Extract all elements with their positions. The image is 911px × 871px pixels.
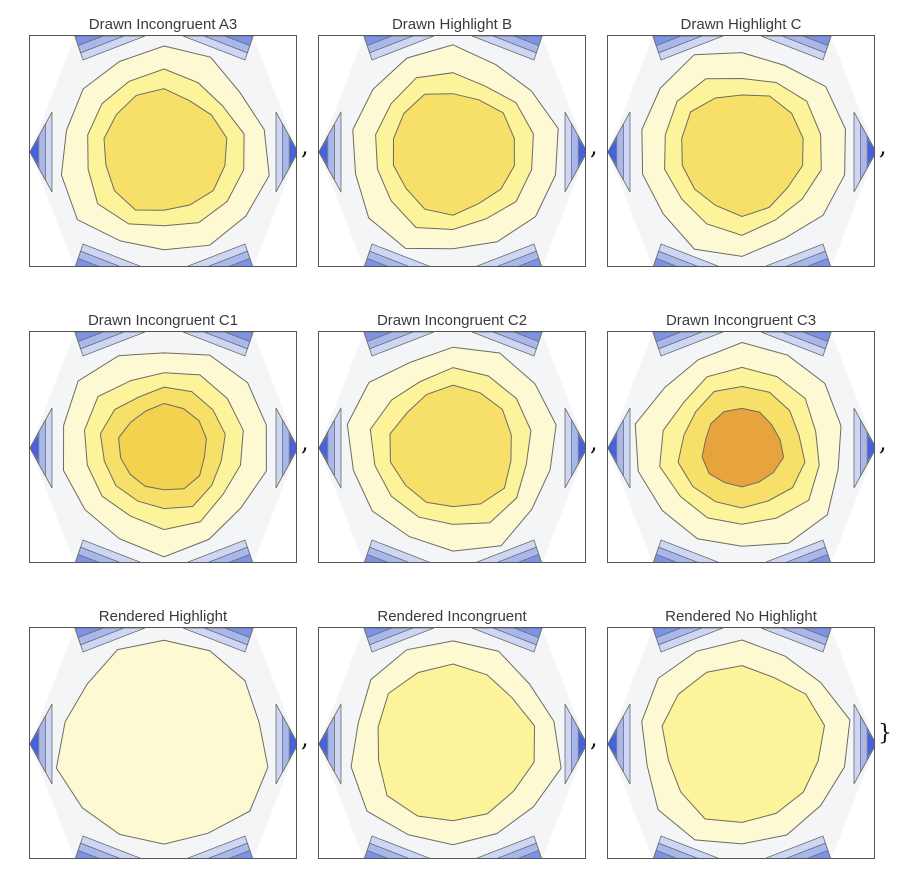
contour-panel [607, 331, 875, 563]
panel-title: Drawn Highlight B [391, 16, 513, 33]
contour-panel [318, 35, 586, 267]
blue-contour-band [653, 849, 677, 858]
contour-panel [318, 627, 586, 859]
contour-band-y3 [103, 88, 228, 211]
panel-title: Drawn Incongruent A3 [88, 16, 238, 33]
blue-contour-band [513, 36, 543, 47]
blue-contour-band [807, 553, 831, 562]
blue-contour-band [364, 553, 388, 562]
list-separator: , [301, 428, 309, 456]
blue-contour-band [319, 436, 327, 460]
panel-title: Drawn Incongruent C1 [87, 312, 239, 329]
blue-contour-band [229, 553, 253, 562]
blue-contour-band [75, 553, 99, 562]
contour-band-y2 [377, 663, 536, 822]
blue-contour-band [802, 628, 832, 639]
panel-title: Rendered Incongruent [377, 608, 527, 625]
blue-contour-band [868, 436, 874, 460]
list-separator: , [879, 132, 887, 160]
blue-contour-band [807, 849, 831, 858]
contour-plot [30, 332, 296, 562]
contour-plot [30, 36, 296, 266]
blue-contour-band [75, 257, 99, 266]
blue-contour-band [518, 849, 542, 858]
list-separator: } [878, 721, 892, 746]
list-separator: , [590, 428, 598, 456]
panel-title: Drawn Highlight C [680, 16, 802, 33]
panel-title: Rendered No Highlight [665, 608, 817, 625]
contour-band-y3 [392, 93, 515, 216]
contour-plot [30, 628, 296, 858]
blue-contour-band [363, 628, 393, 639]
blue-contour-band [74, 628, 104, 639]
blue-contour-band [513, 332, 543, 343]
list-separator: , [301, 724, 309, 752]
blue-contour-band [290, 436, 296, 460]
contour-band-y1 [55, 639, 269, 845]
contour-band-y2 [661, 665, 826, 823]
blue-contour-band [868, 732, 874, 756]
blue-contour-band [75, 849, 99, 858]
blue-contour-band [74, 36, 104, 47]
blue-contour-band [652, 36, 682, 47]
blue-contour-band [579, 140, 585, 164]
list-separator: , [590, 132, 598, 160]
blue-contour-band [364, 849, 388, 858]
contour-panel [29, 627, 297, 859]
blue-contour-band [807, 257, 831, 266]
blue-contour-band [290, 140, 296, 164]
blue-contour-band [363, 36, 393, 47]
contour-panel [29, 35, 297, 267]
blue-contour-band [868, 140, 874, 164]
panel-title: Drawn Incongruent C2 [376, 312, 528, 329]
blue-contour-band [229, 257, 253, 266]
contour-panel [607, 627, 875, 859]
contour-plot [319, 628, 585, 858]
contour-plot [608, 332, 874, 562]
contour-panel [607, 35, 875, 267]
contour-band-o2 [701, 407, 785, 488]
blue-contour-band [608, 732, 616, 756]
blue-contour-band [802, 332, 832, 343]
list-separator: , [590, 724, 598, 752]
contour-plot [319, 332, 585, 562]
blue-contour-band [652, 628, 682, 639]
blue-contour-band [652, 332, 682, 343]
blue-contour-band [579, 436, 585, 460]
contour-plot [608, 36, 874, 266]
blue-contour-band [319, 732, 327, 756]
contour-plot [319, 36, 585, 266]
list-separator: , [301, 132, 309, 160]
blue-contour-band [579, 732, 585, 756]
blue-contour-band [653, 553, 677, 562]
blue-contour-band [363, 332, 393, 343]
blue-contour-band [518, 257, 542, 266]
contour-plot [608, 628, 874, 858]
blue-contour-band [608, 140, 616, 164]
panel-title: Drawn Incongruent C3 [665, 312, 817, 329]
blue-contour-band [319, 140, 327, 164]
blue-contour-band [608, 436, 616, 460]
blue-contour-band [653, 257, 677, 266]
blue-contour-band [30, 140, 38, 164]
blue-contour-band [224, 628, 254, 639]
blue-contour-band [74, 332, 104, 343]
contour-panel [318, 331, 586, 563]
blue-contour-band [513, 628, 543, 639]
contour-band-y3 [681, 94, 804, 218]
blue-contour-band [30, 732, 38, 756]
list-separator: , [879, 428, 887, 456]
blue-contour-band [224, 332, 254, 343]
blue-contour-band [518, 553, 542, 562]
panel-title: Rendered Highlight [98, 608, 228, 625]
contour-panel [29, 331, 297, 563]
blue-contour-band [290, 732, 296, 756]
blue-contour-band [364, 257, 388, 266]
blue-contour-band [229, 849, 253, 858]
blue-contour-band [30, 436, 38, 460]
contour-band-o1 [118, 402, 207, 491]
contour-band-y3 [389, 384, 512, 508]
blue-contour-band [224, 36, 254, 47]
blue-contour-band [802, 36, 832, 47]
